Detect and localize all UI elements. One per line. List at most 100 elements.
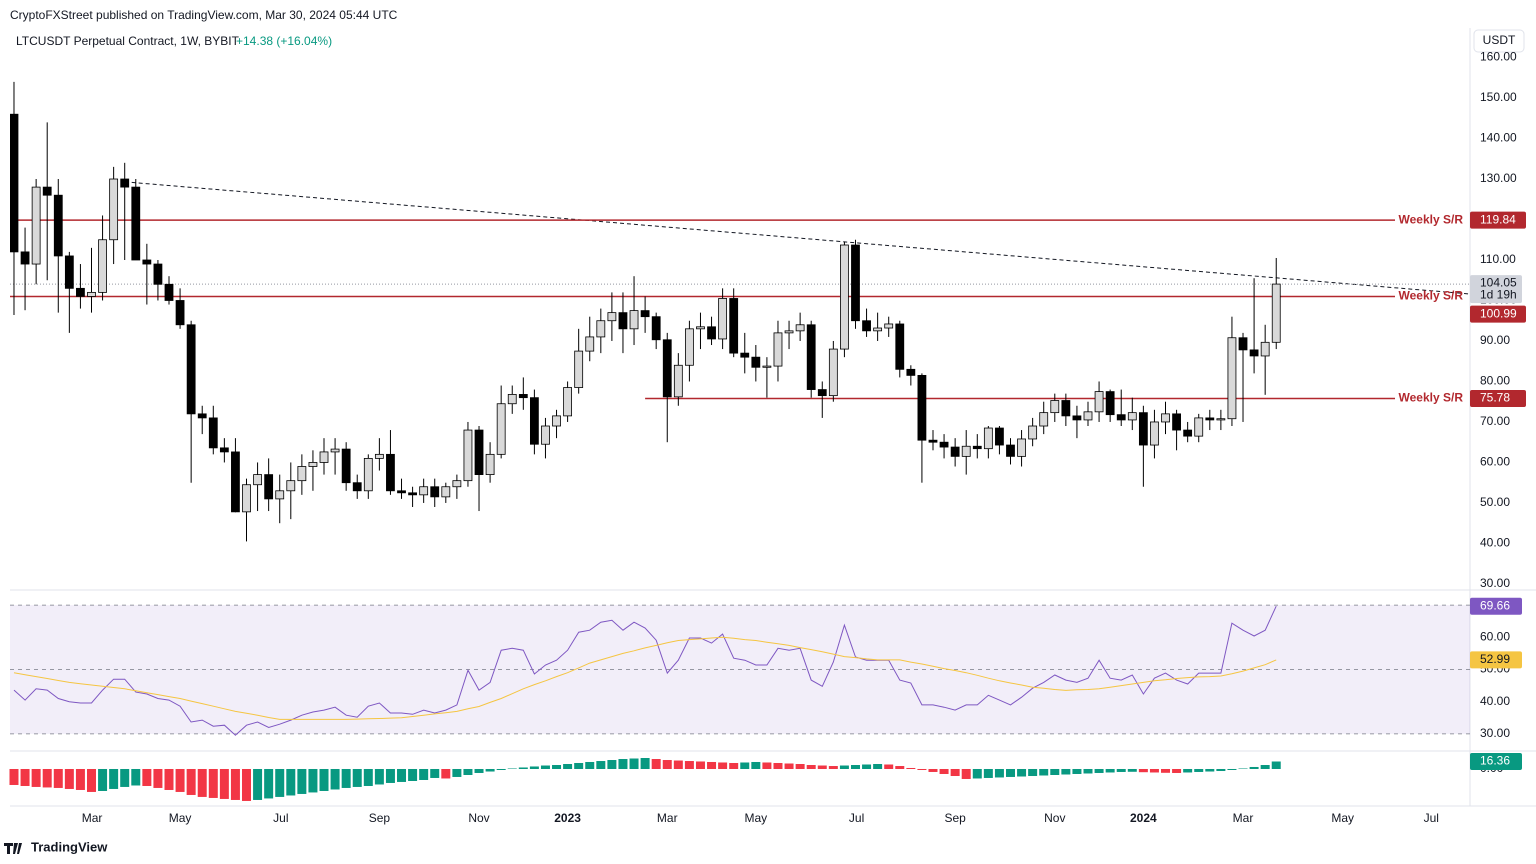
candle-body <box>1105 391 1115 416</box>
histogram-bar <box>1249 766 1259 769</box>
candle-body <box>496 403 506 455</box>
histogram-bar <box>109 768 119 789</box>
candle-body <box>1061 400 1071 417</box>
histogram-bar <box>341 768 351 788</box>
price-box <box>1470 651 1522 669</box>
histogram-bar <box>1039 768 1049 776</box>
candle-body <box>961 445 971 457</box>
rsi-line <box>13 605 1277 736</box>
candle-body <box>873 327 883 332</box>
histogram-bar <box>529 766 539 769</box>
histogram-bar <box>1260 765 1270 769</box>
candle-body <box>197 413 207 419</box>
candle-body <box>884 323 894 329</box>
x-tick-label: 2024 <box>1130 811 1157 825</box>
candle-body <box>20 251 30 265</box>
candle-body <box>153 263 163 285</box>
logo: TradingView <box>4 839 108 854</box>
y-tick-label: 150.00 <box>1480 90 1517 104</box>
y-tick-label: 130.00 <box>1480 171 1517 185</box>
candle-body <box>208 417 218 449</box>
candle-body <box>1161 413 1170 423</box>
candle-body <box>751 356 761 368</box>
y-tick-label: 40.00 <box>1480 694 1510 708</box>
histogram-bar <box>817 765 827 769</box>
histogram-bar <box>707 761 717 769</box>
histogram-bar <box>286 768 296 796</box>
histogram-bar <box>1194 768 1204 772</box>
histogram-bar <box>673 760 683 769</box>
histogram-bar <box>430 768 440 778</box>
histogram-bar <box>839 765 849 769</box>
candle-body <box>53 194 63 257</box>
candle-body <box>419 486 429 496</box>
candle-body <box>186 324 196 415</box>
x-tick-label: May <box>169 811 192 825</box>
histogram-bar <box>773 762 783 769</box>
x-tick-label: Jul <box>1424 811 1439 825</box>
histogram-bar <box>142 768 152 786</box>
candle-body <box>98 239 107 293</box>
candle-body <box>574 350 584 388</box>
histogram-bar <box>718 762 728 769</box>
candle-body <box>1260 341 1270 357</box>
level-label: Weekly S/R <box>1399 212 1464 226</box>
candle-body <box>1127 412 1137 421</box>
candle-body <box>662 339 672 398</box>
histogram-bar <box>518 767 528 769</box>
histogram-bar <box>1083 768 1093 774</box>
histogram-bar <box>1205 768 1215 772</box>
rsi-line <box>13 636 1277 720</box>
currency[interactable]: USDT <box>1483 33 1516 47</box>
candle-body <box>552 415 561 427</box>
y-tick-label: 90.00 <box>1480 333 1510 347</box>
histogram-bar <box>53 768 63 788</box>
candle-body <box>452 480 462 488</box>
candle-body <box>87 291 96 297</box>
candle-body <box>264 474 274 500</box>
candle-body <box>828 348 838 397</box>
histogram-bar <box>540 765 550 769</box>
candle-body <box>10 113 19 253</box>
candle-body <box>1238 337 1248 351</box>
histogram-bar <box>552 765 562 769</box>
price-box-label: 75.78 <box>1480 391 1510 405</box>
histogram-bar <box>1227 768 1237 771</box>
histogram-bar <box>1061 768 1071 775</box>
histogram-bar <box>275 768 285 797</box>
x-tick-label: May <box>1331 811 1354 825</box>
y-tick-label: 60.00 <box>1480 455 1510 469</box>
candle-body <box>76 287 85 297</box>
currency-button[interactable] <box>1473 29 1525 53</box>
histogram-bar <box>917 768 927 771</box>
histogram-bar <box>31 768 41 787</box>
candle-body <box>1017 438 1026 457</box>
x-tick-label: Mar <box>82 811 103 825</box>
histogram-bar <box>42 768 52 788</box>
histogram-bar <box>131 768 141 786</box>
candle-body <box>142 259 152 265</box>
y-tick-label: 110.00 <box>1480 252 1516 266</box>
histogram-bar <box>895 766 905 769</box>
candle-body <box>42 186 52 196</box>
histogram-bar <box>1183 768 1193 773</box>
candle-body <box>1150 421 1159 446</box>
x-tick-label: May <box>744 811 767 825</box>
candle-body <box>651 316 661 341</box>
histogram-bar <box>662 760 672 769</box>
histogram-bar <box>264 768 274 799</box>
y-tick-label: 70.00 <box>1480 414 1510 428</box>
histogram-bar <box>928 768 938 772</box>
histogram-bar <box>684 761 694 769</box>
candle-body <box>1172 413 1181 431</box>
histogram-bar <box>1028 768 1038 777</box>
candle-body <box>917 374 927 441</box>
histogram-bar <box>950 768 960 777</box>
candle-body <box>1094 391 1104 413</box>
histogram-bar <box>607 760 617 769</box>
histogram-bar <box>618 759 628 769</box>
histogram-bar <box>507 768 517 769</box>
histogram-bar <box>363 768 373 786</box>
